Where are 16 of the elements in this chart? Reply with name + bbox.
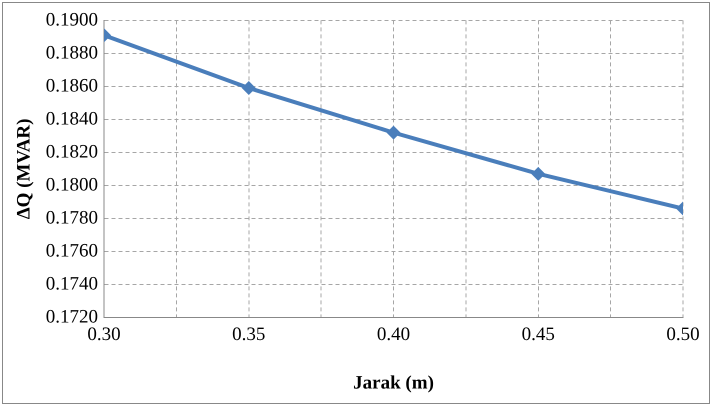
- y-tick-label: 0.1900: [46, 9, 98, 30]
- y-tick-label: 0.1880: [46, 42, 98, 64]
- x-axis-title: Jarak (m): [353, 372, 434, 394]
- y-tick-label: 0.1740: [46, 273, 98, 294]
- x-tick-label: 0.35: [232, 324, 266, 345]
- y-tick-label: 0.1820: [46, 141, 98, 162]
- y-tick-label: 0.1760: [46, 240, 98, 262]
- y-tick-label: 0.1840: [46, 108, 98, 130]
- x-tick-label: 0.45: [522, 324, 555, 345]
- y-axis-title: ΔQ (MVAR): [13, 118, 34, 220]
- y-tick-label: 0.1780: [46, 207, 98, 228]
- x-tick-label: 0.40: [376, 324, 410, 345]
- y-tick-label: 0.1800: [46, 174, 98, 196]
- x-tick-label: 0.50: [666, 324, 700, 345]
- y-tick-label: 0.1860: [46, 75, 98, 96]
- point: [386, 126, 401, 140]
